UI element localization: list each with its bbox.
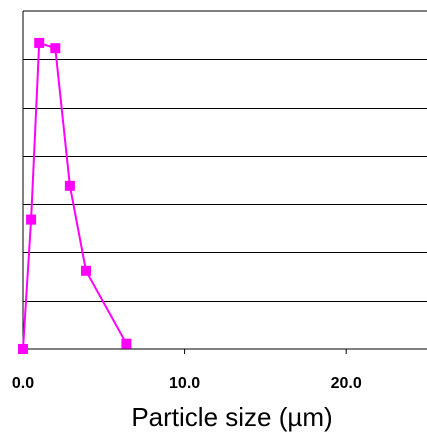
x-tick-label: 10.0 — [169, 375, 200, 392]
data-point-marker — [18, 344, 28, 354]
x-axis-title: Particle size (µm) — [131, 402, 332, 432]
gridlines — [23, 60, 427, 302]
data-point-marker — [34, 38, 44, 48]
x-tick-label: 0.0 — [12, 375, 34, 392]
data-point-marker — [26, 215, 36, 225]
data-point-marker — [65, 181, 75, 191]
data-point-marker — [81, 266, 91, 276]
data-point-marker — [121, 339, 131, 349]
data-point-marker — [50, 43, 60, 53]
series-layer — [18, 38, 131, 354]
x-ticks: 0.0 10.0 20.0 — [12, 349, 362, 392]
series-line — [23, 43, 126, 349]
x-tick-label: 20.0 — [331, 375, 362, 392]
